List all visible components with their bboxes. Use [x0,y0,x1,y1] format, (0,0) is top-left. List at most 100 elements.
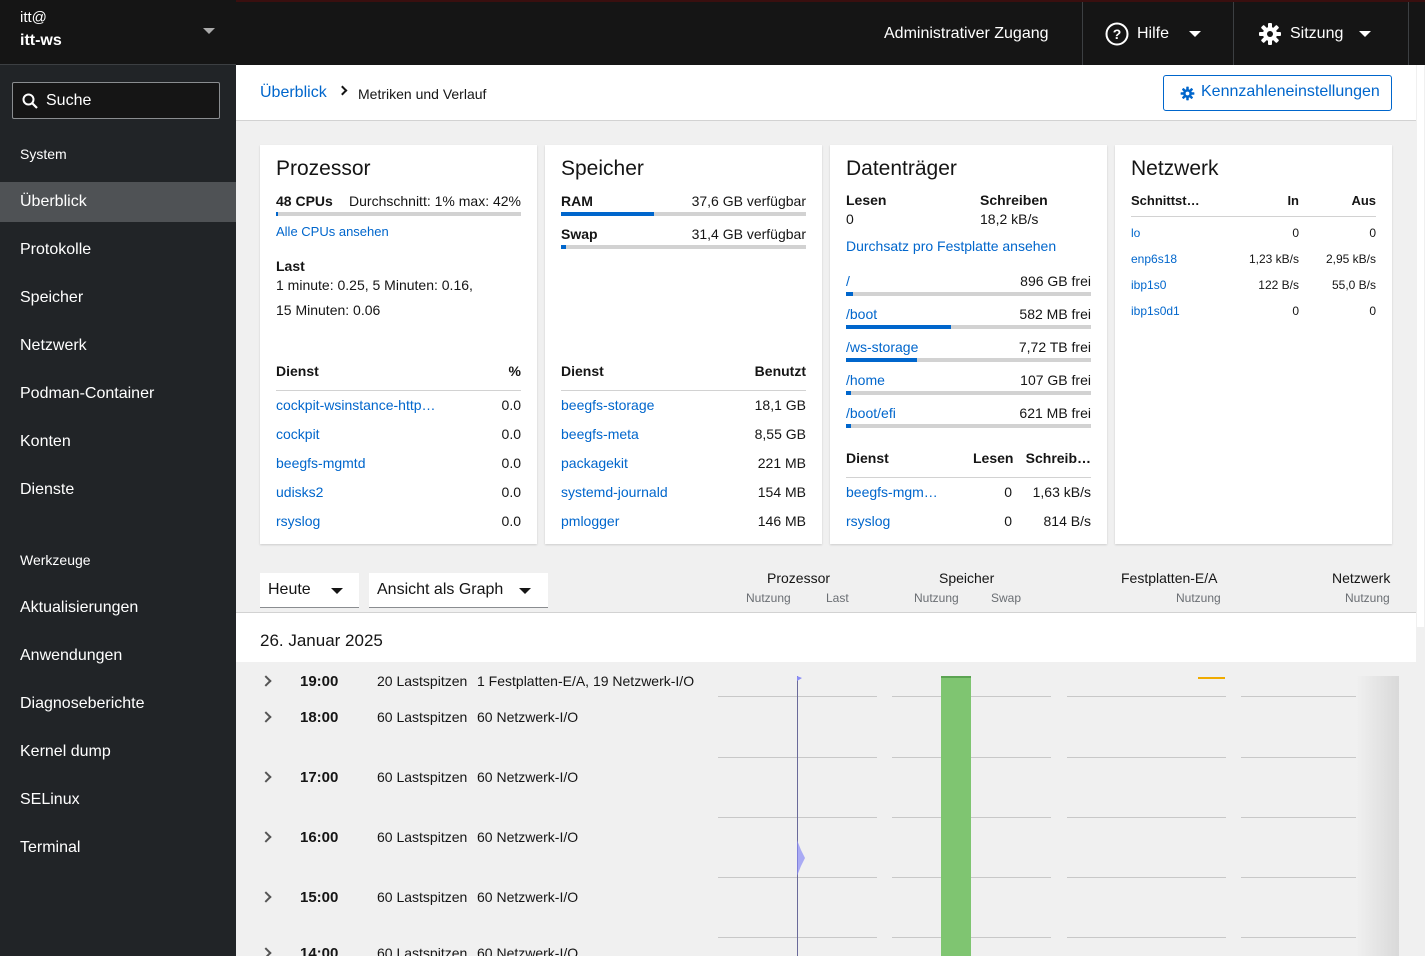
chevron-down-icon [1189,30,1202,37]
history-hour[interactable]: 19:00 [300,673,339,690]
memory-used-value: 154 MB [757,484,806,500]
sidebar-item[interactable]: Aktualisierungen [20,599,139,616]
gridline [1241,696,1398,697]
svg-text:?: ? [1113,26,1122,42]
history-detail: 60 Netzwerk-I/O [477,889,579,905]
scrollbar-thumb[interactable] [1417,65,1424,627]
col-sub-cpu-usage: Nutzung [746,591,791,605]
history-spikes: 60 Lastspitzen [377,769,468,785]
mount-point-link[interactable]: / [846,273,850,289]
service-link[interactable]: rsyslog [276,513,321,529]
interface-link[interactable]: ibp1s0d1 [1131,304,1180,318]
sidebar-item[interactable]: Dienste [20,481,75,498]
service-link[interactable]: beegfs-storage [561,397,655,413]
service-link[interactable]: beegfs-mgm… [846,484,938,500]
mount-point-link[interactable]: /boot [846,306,878,322]
history-hour[interactable]: 14:00 [300,945,339,956]
chevron-right-icon[interactable] [260,831,272,843]
divider [1408,2,1409,65]
service-link[interactable]: cockpit [276,426,320,442]
service-link[interactable]: rsyslog [846,513,891,529]
chevron-right-icon[interactable] [260,675,272,687]
gridline [892,937,1051,938]
load-label: Last [276,258,305,274]
network-out-value: 0 [1369,304,1376,318]
mount-usage-bar [846,391,1091,395]
sidebar-item[interactable]: Anwendungen [20,647,123,664]
swap-label: Swap [561,226,598,242]
sidebar-item[interactable]: Speicher [20,289,84,306]
breadcrumb-overview-link[interactable]: Überblick [260,84,327,101]
sidebar-item[interactable]: Netzwerk [20,337,87,354]
history-date: 26. Januar 2025 [260,631,383,650]
sidebar-item[interactable]: Kernel dump [20,743,111,760]
interface-link[interactable]: lo [1131,226,1141,240]
mount-usage-fill [846,292,854,296]
mount-point-link[interactable]: /boot/efi [846,405,896,421]
history-detail: 60 Netzwerk-I/O [477,769,579,785]
mount-usage-fill [846,391,851,395]
host-name: itt-ws [20,32,62,49]
chevron-right-icon[interactable] [260,771,272,783]
memory-used-value: 18,1 GB [754,397,806,413]
disk-read-value: 0 [1004,484,1012,500]
service-link[interactable]: packagekit [561,455,628,471]
host-switcher[interactable]: itt@ itt-ws [0,0,236,65]
gridline [1067,696,1226,697]
chevron-right-icon [337,85,348,96]
chevron-right-icon[interactable] [260,947,272,956]
gridline [1067,937,1226,938]
history-hour[interactable]: 15:00 [300,889,339,906]
col-sub-cpu-load: Last [826,591,849,605]
history-hour[interactable]: 18:00 [300,709,339,726]
mount-free-space: 107 GB frei [1020,372,1091,388]
swap-usage-fill [561,245,566,249]
mount-usage-fill [846,424,851,428]
disk-col-read: Lesen [973,450,1014,466]
sidebar-item[interactable]: Terminal [20,839,81,856]
history-hour[interactable]: 16:00 [300,829,339,846]
sidebar-item[interactable]: Podman-Container [20,385,155,402]
gridline [892,877,1051,878]
all-cpus-link[interactable]: Alle CPUs ansehen [276,224,389,239]
service-link[interactable]: systemd-journald [561,484,668,500]
sidebar-item[interactable]: Überblick [0,182,236,222]
help-menu-button[interactable]: ? Hilfe [1105,2,1205,65]
history-spikes: 60 Lastspitzen [377,889,468,905]
view-mode-select[interactable]: Ansicht als Graph [369,573,548,608]
scrollbar[interactable] [1416,65,1425,956]
sidebar-item[interactable]: Konten [20,433,71,450]
interface-link[interactable]: enp6s18 [1131,252,1178,266]
mount-usage-bar [846,325,1091,329]
disk-write-value: 1,63 kB/s [1032,484,1091,500]
chevron-down-icon[interactable] [203,28,215,34]
disk-card: Datenträger Lesen 0 Schreiben 18,2 kB/s … [830,145,1107,544]
chevron-right-icon[interactable] [260,891,272,903]
service-link[interactable]: cockpit-wsinstance-http… [276,397,436,413]
cpu-percent-value: 0.0 [501,484,521,500]
interface-link[interactable]: ibp1s0 [1131,278,1167,292]
divider [1131,216,1376,217]
session-menu-button[interactable]: Sitzung [1258,2,1378,65]
search-input[interactable]: Suche [12,82,220,119]
sidebar-item[interactable]: Diagnoseberichte [20,695,145,712]
sidebar-item[interactable]: SELinux [20,791,80,808]
history-spikes: 60 Lastspitzen [377,709,468,725]
mount-point-link[interactable]: /ws-storage [846,339,919,355]
sidebar-item[interactable]: Protokolle [20,241,92,258]
mount-usage-bar [846,292,1091,296]
time-range-select[interactable]: Heute [260,573,359,608]
chevron-right-icon[interactable] [260,711,272,723]
service-link[interactable]: udisks2 [276,484,324,500]
mount-point-link[interactable]: /home [846,372,885,388]
disk-col-service: Dienst [846,450,889,466]
admin-access-button[interactable]: Administrativer Zugang [884,2,1049,65]
history-hour[interactable]: 17:00 [300,769,339,786]
service-link[interactable]: beegfs-mgmtd [276,455,366,471]
mount-usage-fill [846,325,952,329]
network-in-value: 0 [1292,304,1299,318]
disk-throughput-link[interactable]: Durchsatz pro Festplatte ansehen [846,238,1057,254]
service-link[interactable]: beegfs-meta [561,426,639,442]
service-link[interactable]: pmlogger [561,513,620,529]
metrics-settings-button[interactable]: Kennzahleneinstellungen [1163,75,1392,111]
